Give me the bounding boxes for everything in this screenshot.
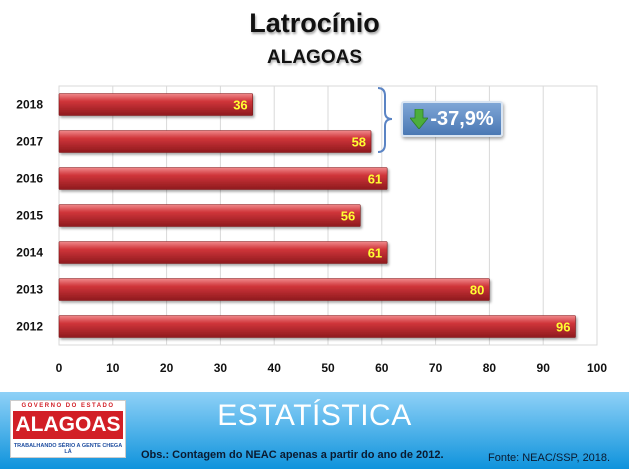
data-label: 36 (233, 98, 247, 113)
logo-bottom-text: TRABALHANDO SÉRIO A GENTE CHEGA LÁ (13, 443, 123, 455)
bar (58, 204, 361, 227)
government-logo: GOVERNO DO ESTADO ALAGOAS TRABALHANDO SÉ… (10, 400, 126, 458)
bracket (377, 87, 393, 153)
y-tick-label: 2018 (16, 98, 43, 112)
data-label: 61 (368, 246, 382, 261)
bar (58, 93, 253, 116)
y-tick-label: 2014 (16, 246, 43, 260)
data-label: 80 (470, 283, 484, 298)
footer-bar: GOVERNO DO ESTADO ALAGOAS TRABALHANDO SÉ… (0, 392, 629, 469)
x-tick-label: 0 (56, 361, 63, 375)
data-label: 96 (556, 320, 570, 335)
x-tick-label: 100 (587, 361, 607, 375)
x-tick-labels: 0 10 20 30 40 50 60 70 80 90 100 (56, 361, 608, 375)
y-tick-label: 2015 (16, 209, 43, 223)
logo-top-text: GOVERNO DO ESTADO (21, 403, 115, 409)
x-tick-label: 80 (483, 361, 497, 375)
data-label: 56 (341, 209, 355, 224)
x-tick-label: 30 (214, 361, 228, 375)
data-label: 58 (352, 135, 366, 150)
bar (58, 130, 372, 153)
bar (58, 241, 388, 264)
footer-title: ESTATÍSTICA (217, 399, 412, 432)
bar (58, 315, 576, 338)
footer-source: Fonte: NEAC/SSP, 2018. (488, 452, 611, 464)
x-tick-label: 10 (106, 361, 120, 375)
x-tick-label: 90 (537, 361, 551, 375)
x-tick-label: 20 (160, 361, 174, 375)
x-tick-label: 70 (429, 361, 443, 375)
y-tick-label: 2017 (16, 135, 43, 149)
y-tick-label: 2012 (16, 320, 43, 334)
data-label: 61 (368, 172, 382, 187)
bar (58, 278, 490, 301)
bar (58, 167, 388, 190)
logo-main-text: ALAGOAS (13, 411, 123, 439)
y-tick-labels: 2018 2017 2016 2015 2014 2013 2012 (16, 98, 43, 334)
bars: 36 58 61 56 61 80 96 (58, 93, 576, 338)
change-value: -37,9% (430, 107, 494, 130)
footer-note: Obs.: Contagem do NEAC apenas a partir d… (141, 449, 444, 461)
down-arrow-icon (410, 109, 429, 129)
x-tick-label: 60 (375, 361, 389, 375)
x-tick-label: 50 (321, 361, 335, 375)
chart-title: Latrocínio (249, 8, 380, 38)
y-tick-label: 2016 (16, 172, 43, 186)
y-tick-label: 2013 (16, 283, 43, 297)
chart-subtitle: ALAGOAS (267, 47, 362, 68)
x-tick-label: 40 (268, 361, 282, 375)
change-badge: -37,9% (401, 101, 503, 137)
